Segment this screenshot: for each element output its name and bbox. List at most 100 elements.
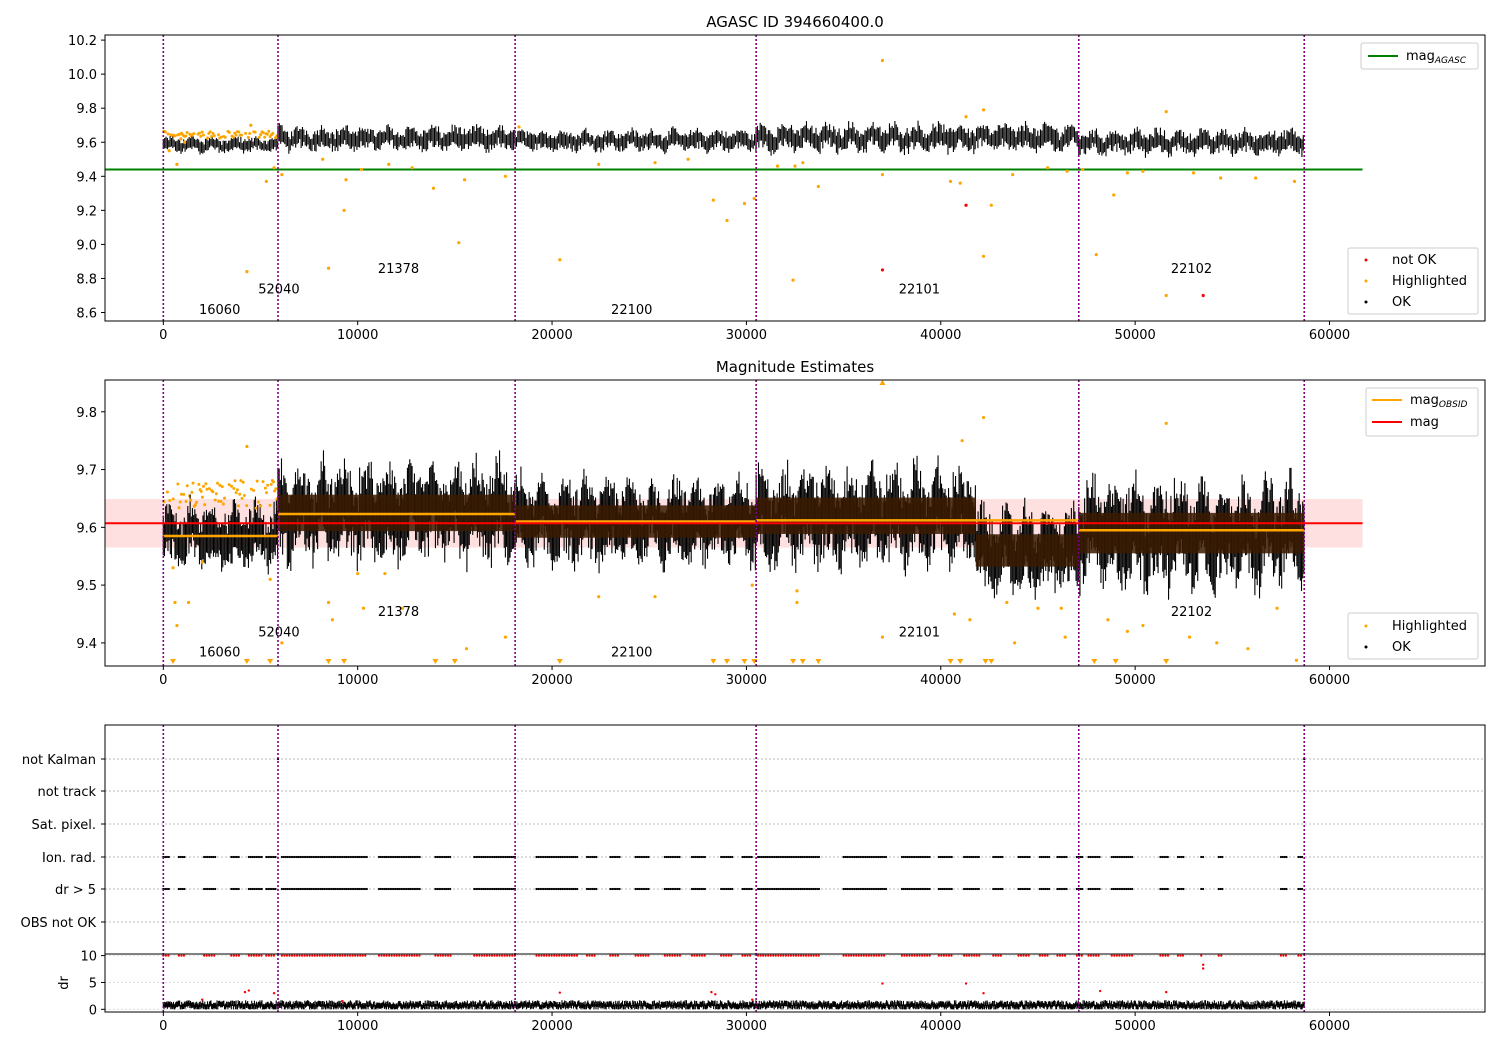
dr-capped-point [807, 954, 810, 957]
flag-point [696, 887, 699, 891]
flag-point [385, 887, 388, 891]
highlighted-point [791, 278, 795, 282]
flag-point [647, 887, 650, 891]
flag-point [817, 855, 821, 859]
flag-point [975, 855, 979, 859]
flag-point [413, 887, 416, 891]
highlighted-point [259, 133, 263, 137]
flag-point [341, 855, 344, 859]
dr-capped-point [872, 954, 876, 957]
flag-point [1129, 887, 1132, 891]
highlighted-point [204, 482, 208, 486]
highlighted-point [244, 131, 248, 135]
dr-capped-point [616, 954, 620, 957]
flag-point [667, 887, 670, 891]
dr-capped-point [1123, 954, 1126, 957]
dr-capped-point [908, 954, 911, 957]
dr-capped-point [380, 954, 383, 957]
dr-capped-point [235, 954, 238, 957]
flag-point [853, 855, 856, 859]
highlighted-point [880, 172, 885, 177]
flag-point [723, 887, 726, 891]
flag-point [1091, 855, 1094, 859]
legend-box [1347, 612, 1479, 660]
dr-capped-point [415, 954, 419, 957]
dr-outlier-point [964, 982, 968, 985]
dr-capped-point [921, 954, 924, 957]
dr-capped-point [346, 954, 349, 957]
highlighted-point [185, 131, 189, 135]
dr-capped-point [405, 954, 408, 957]
dr-capped-point [364, 954, 367, 957]
dr-capped-point [403, 954, 406, 957]
flag-point [1182, 887, 1185, 891]
highlighted-point [211, 131, 215, 135]
flag-point [572, 887, 575, 891]
dr-capped-point [1299, 954, 1303, 957]
flag-point [872, 855, 875, 859]
flag-point [919, 887, 922, 891]
dr-capped-point [767, 954, 770, 957]
flag-point [855, 887, 858, 891]
dr-capped-point [1097, 954, 1100, 957]
flag-point [1131, 855, 1134, 859]
dr-capped-point [762, 954, 765, 957]
highlighted-point [238, 492, 242, 496]
dr-capped-point [298, 954, 301, 957]
dr-outlier-point [710, 990, 713, 994]
highlighted-point [968, 618, 972, 622]
dr-capped-point [997, 954, 1000, 957]
x-tick-label: 20000 [531, 1019, 572, 1034]
dr-capped-point [703, 954, 706, 957]
flag-point [703, 855, 707, 859]
flag-point [482, 887, 485, 891]
flag-point [950, 887, 953, 891]
flag-point [741, 887, 744, 891]
highlighted-point [795, 600, 799, 605]
highlighted-point [981, 254, 986, 258]
dr-capped-point [490, 954, 494, 957]
agasc-magnitude-plot-area: 16060 52040 21378 22100 22101 22102 0 10000 2000… [68, 34, 1486, 343]
dr-capped-point [237, 954, 241, 957]
flag-point [1283, 855, 1286, 859]
dr-capped-point [1056, 954, 1059, 957]
flag-point [500, 887, 504, 891]
flag-point [795, 855, 798, 859]
highlighted-point [1125, 171, 1129, 175]
flag-point [922, 887, 926, 891]
flag-point [308, 887, 311, 891]
flag-point [274, 887, 277, 891]
flag-point [790, 887, 793, 891]
flag-point [561, 855, 564, 859]
highlighted-point [383, 571, 387, 576]
dr-capped-point [1128, 954, 1131, 957]
magnitude-estimates-plot-area: 16060 52040 21378 22100 22101 22102 0 10000 2000… [76, 379, 1486, 688]
flag-point [692, 887, 695, 891]
flag-point [347, 855, 350, 859]
y-tick-label: 10.0 [68, 68, 97, 83]
flag-point [910, 855, 913, 859]
flag-point [997, 855, 1000, 859]
flag-point [966, 855, 969, 859]
dr-capped-point [336, 954, 339, 957]
highlighted-point [280, 641, 284, 645]
dr-capped-point [288, 954, 291, 957]
dr-capped-point [210, 954, 213, 957]
dr-outlier-point [881, 982, 884, 985]
dr-capped-point [1118, 954, 1121, 957]
highlighted-point [1036, 606, 1040, 610]
dr-capped-point [794, 954, 798, 957]
flag-point [1065, 855, 1068, 859]
flag-point [247, 855, 250, 859]
dr-outlier-point [200, 998, 204, 1001]
flag-point [946, 887, 950, 891]
flag-point [846, 887, 849, 891]
flag-point [449, 887, 452, 891]
flag-point [1166, 887, 1169, 891]
flag-point [249, 887, 252, 891]
flag-point [768, 887, 771, 891]
flag-point [328, 887, 331, 891]
dr-capped-point [503, 954, 506, 957]
flag-point [634, 855, 637, 859]
flag-point [760, 855, 763, 859]
